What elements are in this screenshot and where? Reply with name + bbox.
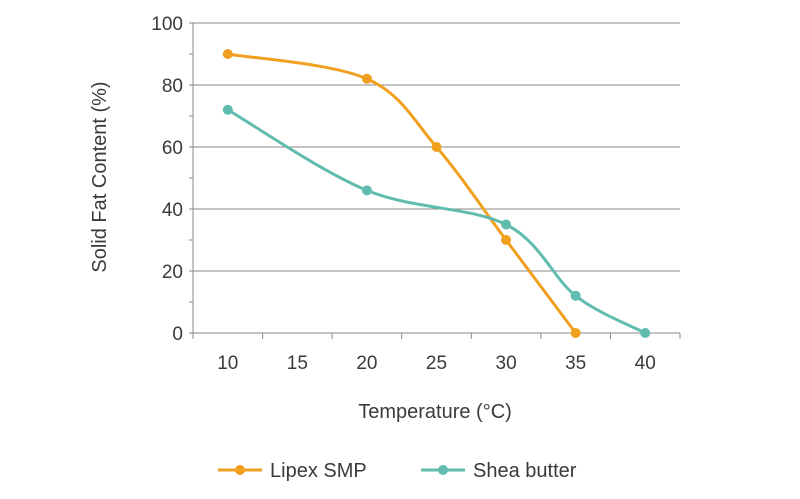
y-tick-label: 20 (162, 262, 183, 283)
y-tick-label: 80 (162, 76, 183, 97)
x-tick-label: 25 (426, 353, 447, 374)
x-axis-title: Temperature (°C) (358, 401, 512, 423)
y-tick-label: 40 (162, 200, 183, 221)
data-point-lipex-smp (570, 328, 581, 338)
legend: Lipex SMP Shea butter (218, 460, 577, 482)
series (222, 49, 651, 338)
axes (189, 22, 681, 339)
legend-label-shea-butter: Shea butter (473, 460, 577, 482)
tick-labels: 0 20 40 60 80 100 10 15 20 25 30 35 40 (151, 14, 655, 374)
y-tick-label: 100 (151, 14, 183, 35)
data-point-shea-butter (222, 104, 233, 115)
y-axis-title: Solid Fat Content (%) (89, 81, 111, 272)
data-point-lipex-smp (361, 73, 372, 84)
legend-marker-shea-butter (438, 465, 448, 475)
data-point-shea-butter (570, 290, 581, 301)
legend-item-shea-butter: Shea butter (421, 460, 577, 482)
x-tick-label: 10 (217, 353, 238, 374)
x-tick-label: 40 (635, 353, 656, 374)
x-tick-label: 20 (356, 353, 377, 374)
legend-marker-lipex-smp (235, 465, 245, 475)
y-tick-label: 0 (172, 324, 183, 345)
data-point-lipex-smp (222, 49, 233, 59)
y-tick-label: 60 (162, 138, 183, 159)
data-point-lipex-smp (431, 142, 442, 152)
series-line-lipex-smp (226, 52, 578, 335)
series-line-shea-butter (226, 108, 647, 335)
x-tick-label: 35 (565, 353, 586, 374)
data-point-lipex-smp (501, 235, 512, 245)
data-point-shea-butter (640, 328, 651, 338)
data-point-shea-butter (361, 185, 372, 196)
x-tick-label: 30 (496, 353, 517, 374)
data-point-shea-butter (501, 219, 512, 230)
legend-item-lipex-smp: Lipex SMP (218, 460, 367, 482)
legend-label-lipex-smp: Lipex SMP (270, 460, 367, 482)
x-tick-label: 15 (287, 353, 308, 374)
